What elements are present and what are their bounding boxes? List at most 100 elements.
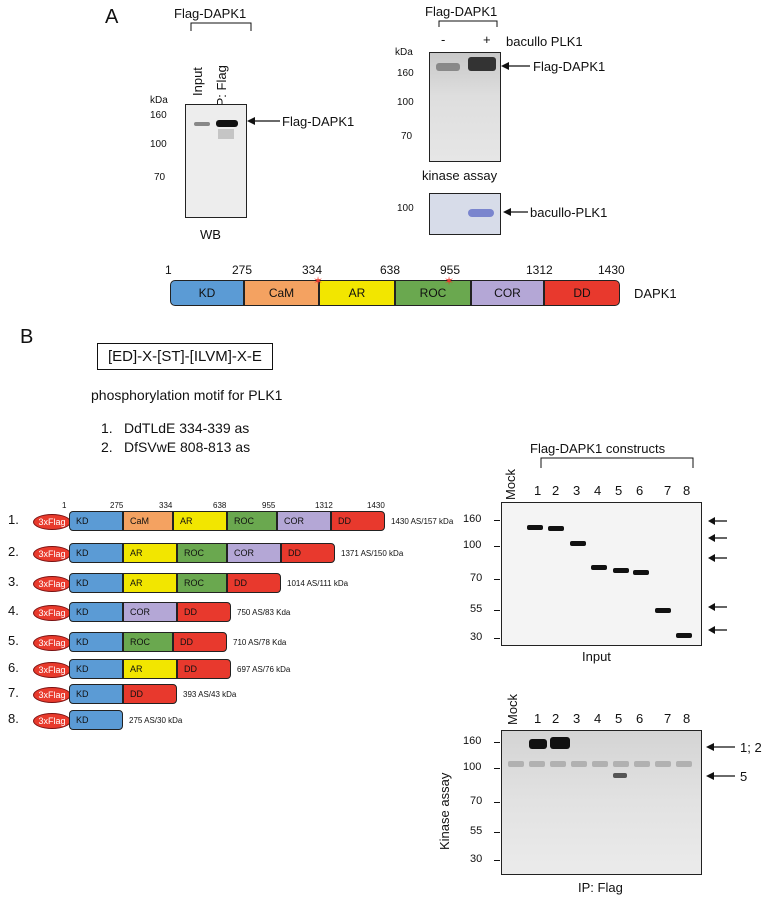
input-arrow-5 [708,626,727,634]
map-domain-ar: AR [319,280,395,306]
cons-pos-638: 638 [213,501,227,510]
map-pos-1: 1 [165,263,172,277]
site-2-num: 2. [101,439,113,455]
construct-7-domain-kd: KD [69,684,123,704]
wb-caption: WB [200,227,221,242]
input-band-lane-8 [676,633,692,638]
map-pos-955: 955 [440,263,461,277]
kinase-band-minus [436,63,460,71]
input-band-lane-1 [527,525,543,530]
construct-1-domain-cor: COR [277,511,331,531]
cons-pos-1430: 1430 [367,501,385,510]
ip-background-band [508,761,524,767]
construct-3-domain-roc: ROC [177,573,227,593]
cons-pos-1: 1 [62,501,67,510]
kinase-lane-title: bacullo PLK1 [506,34,583,49]
map-domain-cam: CaM [244,280,319,306]
ip-arrow-1 [706,743,735,751]
ip-strong-band-1 [529,739,547,749]
construct-6-domain-kd: KD [69,659,123,679]
input-lane-2: 2 [552,483,560,498]
site-star-2-icon: ✶ [444,274,455,288]
wb-lane-input: Input [190,67,205,96]
construct-2-domain-cor: COR [227,543,281,563]
input-band-lane-4 [591,565,607,570]
construct-5-size: 710 AS/78 Kda [233,638,287,647]
wb-band-ip [216,120,238,127]
map-pos-275: 275 [232,263,253,277]
map-pos-638: 638 [380,263,401,277]
kinase-marker-100: 100 [397,97,414,108]
ip-marker-tick [494,768,500,769]
construct-4-domain-cor: COR [123,602,177,622]
construct-8-domain-kd: KD [69,710,123,730]
input-arrow-1 [708,517,727,525]
ip-y-title: Kinase assay [437,772,452,850]
ip-caption: IP: Flag [578,880,623,895]
construct-2-domain-kd: KD [69,543,123,563]
ip-arrow-2 [706,772,735,780]
ip-marker-tick [494,832,500,833]
input-marker-tick [494,546,500,547]
ip-background-band [613,761,629,767]
wb-marker-70: 70 [154,172,166,183]
input-lane-5: 5 [615,483,623,498]
construct-7-flag-tag: 3xFlag [33,687,71,703]
ip-background-band [655,761,671,767]
ip-marker-100: 100 [463,761,482,773]
map-domain-dd: DD [544,280,620,306]
kinase-lane-minus: - [441,32,446,47]
ip-background-band [550,761,566,767]
construct-1-number: 1. [8,512,19,527]
site-1-num: 1. [101,420,113,436]
wb-kda-label: kDa [150,95,168,106]
wb-header-bracket [190,22,252,31]
map-protein-label: DAPK1 [634,286,677,301]
kinase-marker-70: 70 [401,131,413,142]
wb-band-input [194,122,210,126]
construct-2-domain-ar: AR [123,543,177,563]
ip-background-band [592,761,608,767]
ip-lane-5: 5 [615,711,623,726]
ip-blot [501,730,702,875]
motif-caption: phosphorylation motif for PLK1 [91,387,283,403]
cons-pos-1312: 1312 [315,501,333,510]
input-marker-55: 55 [470,603,483,615]
ip-background-band [529,761,545,767]
construct-7-domain-dd: DD [123,684,177,704]
kinase-header: Flag-DAPK1 [425,4,498,19]
ip-marker-tick [494,742,500,743]
ip-background-band [634,761,650,767]
construct-4-number: 4. [8,603,19,618]
kinase-arrow [501,62,530,70]
construct-8-number: 8. [8,711,19,726]
input-lane-4: 4 [594,483,602,498]
ip-lane-4: 4 [594,711,602,726]
construct-3-number: 3. [8,574,19,589]
kinase-kda-label: kDa [395,47,413,58]
construct-1-size: 1430 AS/157 kDa [391,517,454,526]
construct-1-flag-tag: 3xFlag [33,514,71,530]
site-star-1-icon: ✶ [313,274,324,288]
input-marker-tick [494,520,500,521]
panel-a-letter: A [105,6,119,28]
wb-band-label: Flag-DAPK1 [282,114,355,129]
kinase-band-label: Flag-DAPK1 [533,59,606,74]
construct-6-size: 697 AS/76 kDa [237,665,291,674]
plk1-band-label: bacullo-PLK1 [530,205,608,220]
construct-5-domain-roc: ROC [123,632,173,652]
input-arrow-3 [708,554,727,562]
construct-3-flag-tag: 3xFlag [33,576,71,592]
map-domain-roc: ROC [395,280,471,306]
ip-strong-band-2 [550,737,570,749]
input-marker-tick [494,579,500,580]
construct-2-domain-roc: ROC [177,543,227,563]
input-lane-6: 6 [636,483,644,498]
cons-pos-955: 955 [262,501,276,510]
construct-1-domain-dd: DD [331,511,385,531]
input-band-lane-2 [548,526,564,531]
site-2-text: DfSVwE 808-813 as [124,439,251,455]
motif-box: [ED]-X-[ST]-[ILVM]-X-E [97,343,273,370]
input-arrow-2 [708,534,727,542]
plk1-blot [429,193,501,235]
